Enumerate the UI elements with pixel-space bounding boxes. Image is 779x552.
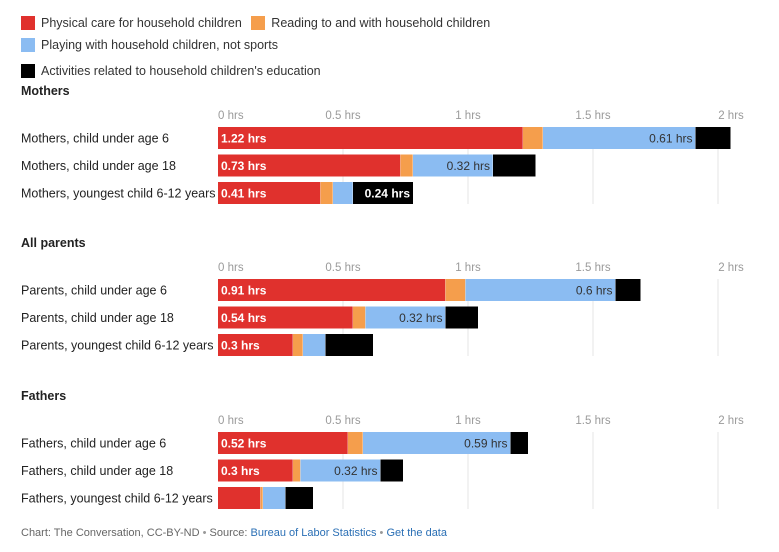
row-all-parents-1-label: Parents, child under age 18 <box>21 311 174 325</box>
row-fathers-0-bar-reading <box>348 432 363 454</box>
tick-label-mothers-1: 0.5 hrs <box>325 110 360 122</box>
group-title-fathers: Fathers <box>21 389 66 403</box>
row-fathers-1-value-label-playing: 0.32 hrs <box>334 464 377 478</box>
tick-label-all-parents-1: 0.5 hrs <box>325 262 360 274</box>
get-data-link[interactable]: Get the data <box>386 527 447 539</box>
row-mothers-2-value-label-education: 0.24 hrs <box>365 187 411 201</box>
legend-item-physical-care: Physical care for household children <box>21 12 242 34</box>
row-mothers-1-bar-playing <box>413 154 493 177</box>
row-fathers-0-value-label-playing: 0.59 hrs <box>464 437 507 451</box>
group-title-mothers: Mothers <box>21 84 70 98</box>
row-all-parents-0-bar-physical-care <box>218 279 446 301</box>
row-all-parents-2-bar-playing <box>303 334 326 356</box>
row-all-parents-2-bar-reading <box>293 334 303 356</box>
row-mothers-1-value-label-physical-care: 0.73 hrs <box>221 159 267 173</box>
row-all-parents-1-bar-reading <box>353 306 366 329</box>
row-mothers-0-bar-playing <box>543 127 696 149</box>
row-all-parents-2-value-label-physical-care: 0.3 hrs <box>221 339 260 353</box>
chart-footer: Chart: The Conversation, CC-BY-ND • Sour… <box>21 527 447 539</box>
row-all-parents-2-bar-physical-care <box>218 334 293 356</box>
row-fathers-0-label: Fathers, child under age 6 <box>21 437 166 451</box>
row-all-parents-0-bar-playing <box>465 279 616 301</box>
tick-label-mothers-4: 2 hrs <box>718 110 744 122</box>
row-all-parents-1-value-label-playing: 0.32 hrs <box>399 311 442 325</box>
row-fathers-1-value-label-physical-care: 0.3 hrs <box>221 464 260 478</box>
row-mothers-1-bar-education <box>493 154 536 177</box>
row-all-parents-0-bar-reading <box>445 279 466 301</box>
tick-label-mothers-0: 0 hrs <box>218 110 244 122</box>
row-all-parents-0-value-label-playing: 0.6 hrs <box>576 284 613 298</box>
row-fathers-2-bar-playing <box>263 487 286 509</box>
row-mothers-0-value-label-physical-care: 1.22 hrs <box>221 132 267 146</box>
row-mothers-1-label: Mothers, child under age 18 <box>21 159 176 173</box>
legend-swatch-reading <box>251 16 266 30</box>
row-all-parents-1-bar-playing <box>365 306 446 329</box>
row-mothers-1-bar-reading <box>400 154 413 177</box>
row-mothers-2-bar-playing <box>333 182 353 204</box>
tick-label-fathers-0: 0 hrs <box>218 415 244 427</box>
row-all-parents-2-bar-education <box>325 334 373 356</box>
row-mothers-0-value-label-playing: 0.61 hrs <box>649 132 692 146</box>
row-mothers-2-bar-reading <box>320 182 333 204</box>
row-mothers-0-bar-reading <box>523 127 543 149</box>
footer-separator-1: • <box>202 527 207 539</box>
tick-label-fathers-3: 1.5 hrs <box>575 415 610 427</box>
row-fathers-2-bar-education <box>285 487 313 509</box>
row-fathers-2-bar-physical-care <box>218 487 261 509</box>
row-all-parents-0-bar-education <box>615 279 641 301</box>
row-mothers-2-label: Mothers, youngest child 6-12 years <box>21 187 216 201</box>
row-fathers-1-bar-physical-care <box>218 459 293 482</box>
legend-label-physical-care: Physical care for household children <box>41 16 242 30</box>
legend-label-education: Activities related to household children… <box>41 64 321 78</box>
row-all-parents-1-bar-education <box>445 306 478 329</box>
group-title-all-parents: All parents <box>21 236 86 250</box>
legend-item-playing: Playing with household children, not spo… <box>21 34 278 56</box>
tick-label-all-parents-3: 1.5 hrs <box>575 262 610 274</box>
row-fathers-1-bar-playing <box>300 459 381 482</box>
row-fathers-2-label: Fathers, youngest child 6-12 years <box>21 492 213 506</box>
legend-label-reading: Reading to and with household children <box>271 16 491 30</box>
row-fathers-0-bar-physical-care <box>218 432 348 454</box>
row-fathers-0-bar-education <box>510 432 528 454</box>
row-all-parents-1-bar-physical-care <box>218 306 353 329</box>
row-all-parents-1-value-label-physical-care: 0.54 hrs <box>221 311 267 325</box>
tick-label-fathers-1: 0.5 hrs <box>325 415 360 427</box>
chart-credit: Chart: The Conversation, CC-BY-ND <box>21 527 200 539</box>
row-mothers-0-bar-physical-care <box>218 127 523 149</box>
tick-label-all-parents-2: 1 hrs <box>455 262 481 274</box>
row-all-parents-0-label: Parents, child under age 6 <box>21 284 167 298</box>
tick-label-fathers-4: 2 hrs <box>718 415 744 427</box>
tick-label-mothers-3: 1.5 hrs <box>575 110 610 122</box>
row-mothers-0-label: Mothers, child under age 6 <box>21 132 169 146</box>
row-mothers-1-value-label-playing: 0.32 hrs <box>447 159 490 173</box>
source-prefix: Source: <box>209 527 248 539</box>
legend-item-education: Activities related to household children… <box>21 60 321 82</box>
row-mothers-2-bar-education <box>353 182 413 204</box>
row-fathers-1-bar-education <box>380 459 403 482</box>
row-fathers-0-bar-playing <box>363 432 511 454</box>
tick-label-mothers-2: 1 hrs <box>455 110 481 122</box>
tick-label-all-parents-0: 0 hrs <box>218 262 244 274</box>
row-all-parents-0-value-label-physical-care: 0.91 hrs <box>221 284 267 298</box>
row-fathers-0-value-label-physical-care: 0.52 hrs <box>221 437 267 451</box>
source-link[interactable]: Bureau of Labor Statistics <box>250 527 377 539</box>
legend-swatch-physical-care <box>21 16 35 30</box>
legend-swatch-playing <box>21 38 35 52</box>
legend-label-playing: Playing with household children, not spo… <box>41 38 278 52</box>
legend-swatch-education <box>21 64 35 78</box>
row-mothers-2-bar-physical-care <box>218 182 321 204</box>
row-mothers-1-bar-physical-care <box>218 154 401 177</box>
row-mothers-0-bar-education <box>695 127 731 149</box>
row-mothers-2-value-label-physical-care: 0.41 hrs <box>221 187 267 201</box>
legend: Physical care for household children Rea… <box>21 12 761 82</box>
legend-item-reading: Reading to and with household children <box>251 12 490 34</box>
row-fathers-2-bar-reading <box>260 487 263 509</box>
row-fathers-1-label: Fathers, child under age 18 <box>21 464 173 478</box>
row-fathers-1-bar-reading <box>293 459 301 482</box>
footer-separator-2: • <box>379 527 384 539</box>
tick-label-all-parents-4: 2 hrs <box>718 262 744 274</box>
row-all-parents-2-label: Parents, youngest child 6-12 years <box>21 339 213 353</box>
tick-label-fathers-2: 1 hrs <box>455 415 481 427</box>
